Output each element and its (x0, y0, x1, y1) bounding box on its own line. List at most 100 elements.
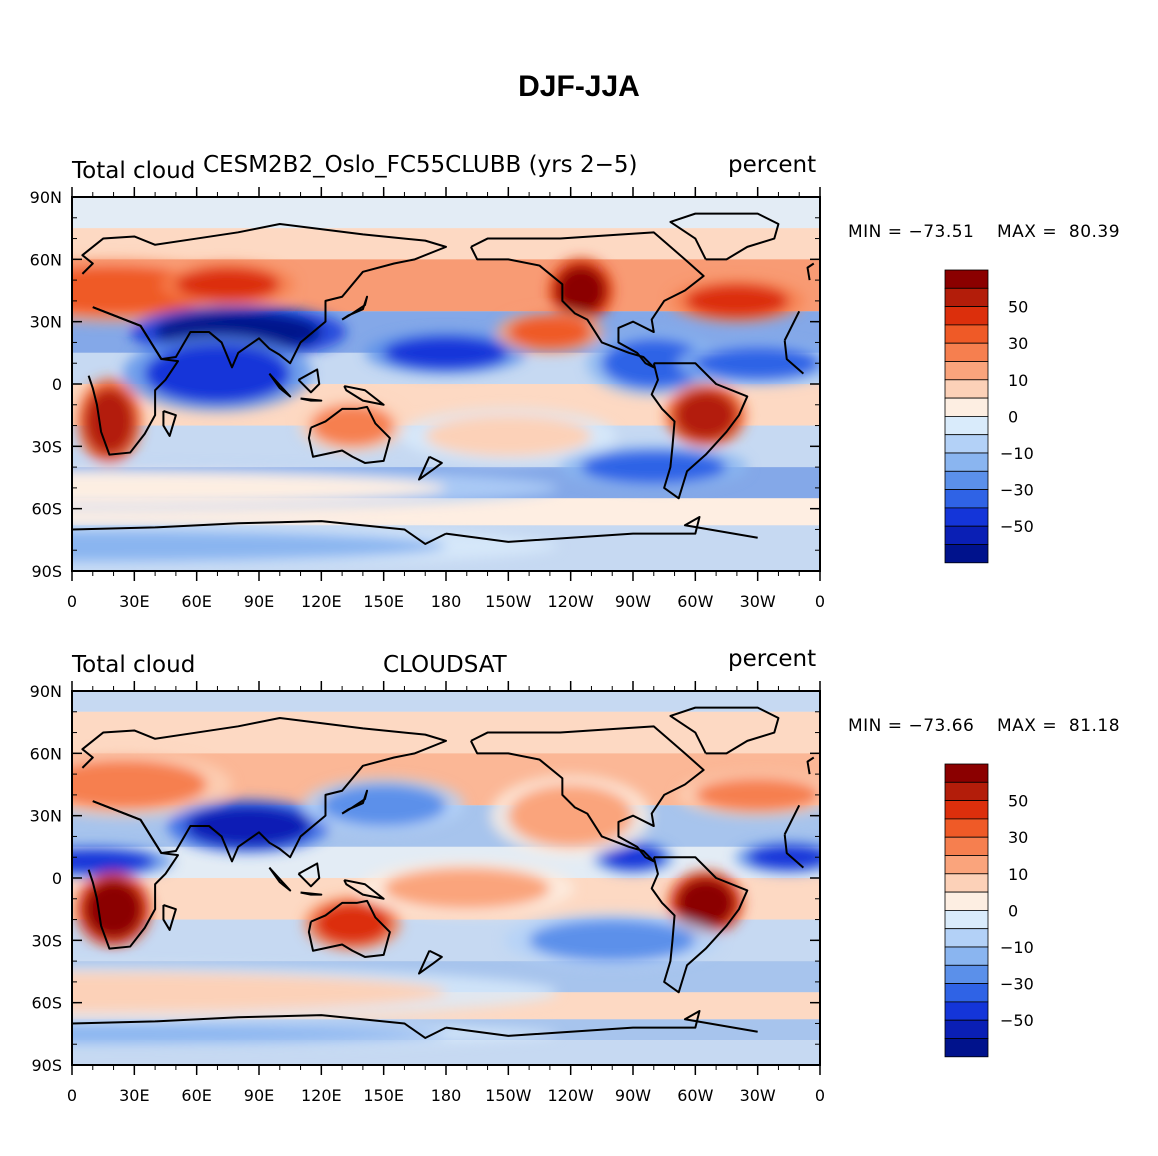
contour-band (72, 197, 820, 229)
contour-blob (72, 848, 156, 874)
colorbar-swatch (944, 489, 989, 509)
contour-blob (695, 778, 820, 812)
colorbar-label: −30 (1000, 481, 1034, 500)
coastline (268, 866, 292, 892)
contour-blob (72, 971, 446, 1014)
lon-tick-label: 60W (677, 1086, 713, 1105)
coastline (650, 856, 749, 994)
lat-tick-label: 60S (31, 500, 62, 519)
colorbar-swatch (944, 855, 989, 875)
lat-tick-label: 0 (52, 869, 62, 888)
lon-tick-label: 0 (815, 1086, 825, 1105)
lon-tick-label: 90W (615, 1086, 651, 1105)
panel2-min: MIN = −73.66 (848, 716, 975, 736)
colorbar-swatch (944, 452, 989, 472)
colorbar-swatch (944, 763, 989, 783)
contour-blob (72, 471, 446, 505)
contour-band (72, 711, 820, 754)
lon-tick-label: 180 (431, 1086, 462, 1105)
panel2-center-label: CLOUDSAT (383, 652, 507, 678)
lon-tick-label: 60W (677, 592, 713, 611)
contour-blob (84, 880, 143, 939)
coastline (341, 789, 369, 815)
coastline (297, 862, 321, 888)
contour-blob (581, 450, 727, 484)
map-panel-1 (72, 197, 820, 571)
colorbar-swatch (944, 818, 989, 838)
coastline (307, 405, 391, 464)
colorbar-swatch (944, 1001, 989, 1021)
contour-blob (425, 415, 592, 457)
contour-blob (144, 344, 291, 403)
colorbar-swatch (944, 470, 989, 490)
coastline (669, 706, 780, 755)
lat-tick-label: 90N (30, 188, 62, 207)
colorbar-swatch (944, 525, 989, 545)
contour-blob (186, 805, 311, 847)
coastline (297, 368, 321, 394)
contour-blob (695, 346, 820, 380)
lat-tick-label: 30N (30, 807, 62, 826)
coastline (300, 397, 323, 402)
colorbar-2: 50 30 10 0 −10 −30 −50 (944, 763, 1034, 1058)
lat-tick-label: 60S (31, 994, 62, 1013)
contour-blob (601, 844, 665, 870)
lon-tick-label: 120E (301, 1086, 342, 1105)
colorbar-swatch (944, 342, 989, 362)
map-panel-2 (72, 691, 820, 1065)
lat-tick-label: 60N (30, 250, 62, 269)
lon-tick-label: 150E (363, 592, 404, 611)
lon-tick-label: 120W (547, 1086, 594, 1105)
colorbar-swatch (944, 983, 989, 1003)
lon-tick-label: 180 (431, 592, 462, 611)
coastline (162, 904, 177, 931)
lon-tick-label: 30E (119, 1086, 149, 1105)
colorbar-swatch (944, 928, 989, 948)
contour-blob (321, 784, 446, 827)
lon-tick-label: 90W (615, 592, 651, 611)
coastline (806, 262, 815, 281)
colorbar-label: −50 (1000, 1011, 1034, 1030)
colorbar-label: 50 (1008, 792, 1028, 811)
lon-tick-label: 90E (244, 592, 274, 611)
colorbar-label: 0 (1008, 901, 1018, 920)
contour-band (72, 228, 820, 260)
coastline (268, 372, 292, 398)
coastline (162, 410, 177, 437)
lat-tick-label: 0 (52, 375, 62, 394)
colorbar-swatch (944, 324, 989, 344)
coastline (300, 891, 323, 896)
colorbar-label: 10 (1008, 371, 1028, 390)
panel1-left-label: Total cloud (72, 158, 196, 184)
lat-tick-label: 30N (30, 313, 62, 332)
colorbar-swatch (944, 1038, 989, 1058)
colorbar-swatch (944, 544, 989, 564)
lon-tick-label: 150W (485, 592, 532, 611)
contour-blob (175, 267, 280, 301)
colorbar-swatch (944, 379, 989, 399)
colorbar-swatch (944, 397, 989, 417)
colorbar-label: 50 (1008, 298, 1028, 317)
coastline (470, 725, 705, 863)
contour-blob (383, 336, 509, 370)
contour-blob (310, 404, 395, 447)
lon-tick-label: 0 (815, 592, 825, 611)
colorbar-swatch (944, 910, 989, 930)
lon-tick-label: 30E (119, 592, 149, 611)
lon-tick-label: 0 (67, 1086, 77, 1105)
coastline (343, 385, 385, 406)
lat-tick-label: 90S (31, 562, 62, 581)
lat-tick-label: 30S (31, 437, 62, 456)
lat-tick-label: 60N (30, 744, 62, 763)
contour-blob (747, 844, 820, 870)
colorbar-swatch (944, 415, 989, 436)
colorbar-label: −10 (1000, 938, 1034, 957)
contour-blob (529, 919, 696, 962)
panel2-left-label: Total cloud (72, 652, 196, 678)
colorbar-swatch (944, 306, 989, 326)
coastline (417, 455, 443, 481)
contour-blob (72, 1023, 446, 1045)
colorbar-label: −50 (1000, 517, 1034, 536)
contour-blob (676, 878, 735, 928)
